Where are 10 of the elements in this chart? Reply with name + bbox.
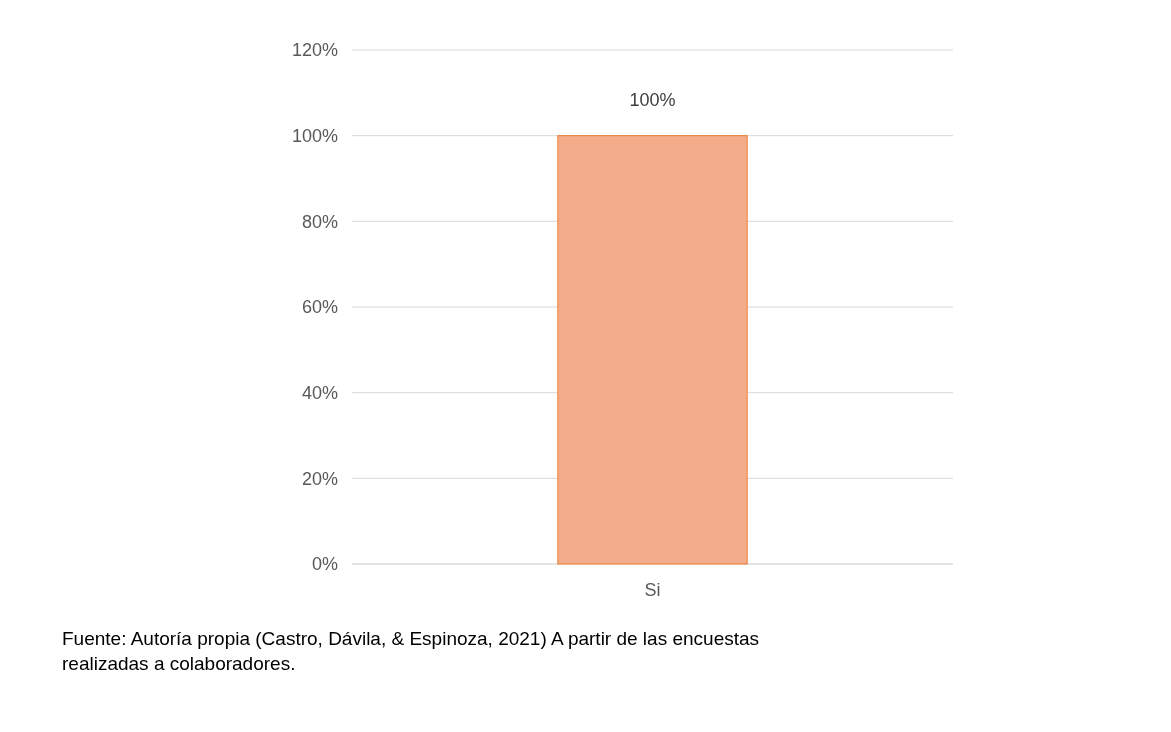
x-tick-label: Si [644, 580, 661, 600]
y-tick-label: 40% [301, 382, 338, 403]
y-tick-label: 80% [301, 211, 338, 232]
y-tick-label: 60% [301, 297, 338, 318]
y-tick-label: 100% [291, 125, 338, 146]
data-label: 100% [629, 89, 676, 110]
y-tick-label: 20% [301, 468, 338, 489]
y-tick-label: 0% [311, 554, 338, 575]
y-tick-label: 120% [291, 40, 338, 61]
source-note: Fuente: Autoría propia (Castro, Dávila, & Espinoza, 2021) A partir de las encuestas realizadas a colaboradores. [62, 628, 760, 674]
